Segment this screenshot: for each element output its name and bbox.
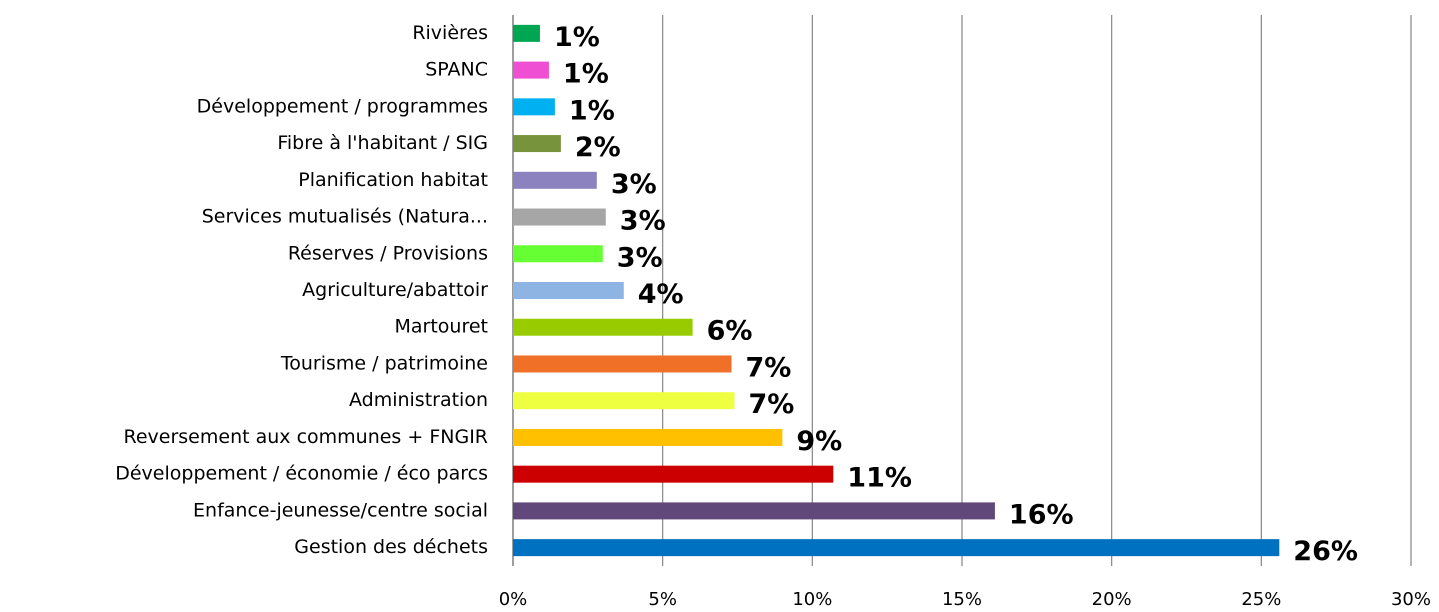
- bar: [513, 318, 693, 336]
- x-tick-label: 20%: [1092, 589, 1132, 610]
- x-tick-label: 0%: [499, 589, 528, 610]
- value-label: 7%: [746, 352, 792, 383]
- bar: [513, 392, 735, 410]
- y-tick-label: Agriculture/abattoir: [302, 279, 488, 301]
- y-tick-label: Services mutualisés (Natura...: [202, 206, 488, 228]
- y-tick-label: Fibre à l'habitant / SIG: [277, 132, 488, 154]
- y-tick-label: Reversement aux communes + FNGIR: [124, 426, 489, 448]
- value-label: 3%: [617, 242, 663, 273]
- x-tick-label: 15%: [942, 589, 982, 610]
- bar: [513, 282, 624, 299]
- bar: [513, 98, 555, 116]
- value-label: 4%: [638, 279, 684, 310]
- value-label: 7%: [749, 389, 795, 420]
- y-tick-label: Gestion des déchets: [294, 536, 488, 558]
- bar: [513, 24, 540, 42]
- value-label: 1%: [563, 59, 609, 90]
- bar: [513, 135, 561, 153]
- bar: [513, 539, 1280, 557]
- bar: [513, 465, 834, 483]
- value-label: 3%: [611, 169, 657, 200]
- bar: [513, 428, 783, 446]
- value-label: 16%: [1009, 499, 1074, 530]
- x-tick-label: 30%: [1391, 589, 1431, 610]
- y-tick-label: Rivières: [412, 22, 488, 44]
- value-label: 11%: [847, 463, 912, 494]
- value-label: 1%: [554, 22, 600, 53]
- value-label: 6%: [707, 316, 753, 347]
- bar: [513, 61, 549, 79]
- x-tick-label: 10%: [792, 589, 832, 610]
- y-tick-label: Administration: [349, 389, 488, 411]
- y-tick-label: Réserves / Provisions: [288, 242, 488, 264]
- y-tick-label: Planification habitat: [298, 169, 488, 191]
- value-label: 1%: [569, 95, 615, 126]
- y-tick-label: Martouret: [395, 316, 489, 338]
- x-tick-label: 25%: [1241, 589, 1281, 610]
- y-tick-label: Enfance-jeunesse/centre social: [193, 499, 488, 521]
- y-tick-label: Développement / programmes: [197, 95, 488, 117]
- y-tick-label: SPANC: [425, 59, 488, 81]
- bar: [513, 502, 995, 520]
- y-tick-label: Tourisme / patrimoine: [280, 352, 488, 374]
- bar: [513, 355, 732, 373]
- bar: [513, 245, 603, 263]
- y-tick-label: Développement / économie / éco parcs: [115, 463, 488, 485]
- value-label: 26%: [1293, 536, 1358, 567]
- value-label: 9%: [796, 426, 842, 457]
- value-label: 2%: [575, 132, 621, 163]
- bar: [513, 171, 597, 189]
- x-tick-label: 5%: [648, 589, 677, 610]
- value-label: 3%: [620, 206, 666, 237]
- bar: [513, 208, 606, 226]
